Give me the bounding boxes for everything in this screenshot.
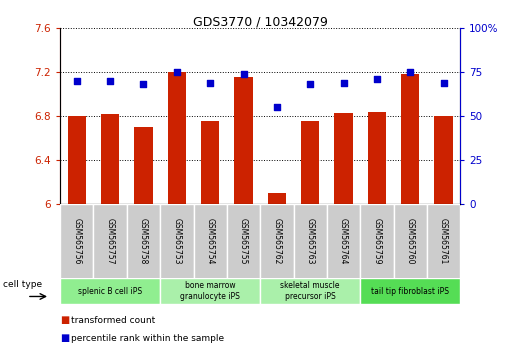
Bar xyxy=(60,204,94,280)
Bar xyxy=(435,116,453,204)
Bar xyxy=(127,204,160,280)
Point xyxy=(339,80,348,85)
Bar xyxy=(301,121,320,204)
Point xyxy=(139,81,147,87)
Bar xyxy=(160,278,260,304)
Text: GSM565759: GSM565759 xyxy=(372,218,381,265)
Point xyxy=(106,78,115,84)
Point xyxy=(306,81,314,87)
Text: GSM565760: GSM565760 xyxy=(406,218,415,265)
Bar xyxy=(227,204,260,280)
Text: transformed count: transformed count xyxy=(71,316,155,325)
Bar xyxy=(360,204,393,280)
Bar xyxy=(368,112,386,204)
Text: splenic B cell iPS: splenic B cell iPS xyxy=(78,287,142,296)
Bar xyxy=(234,76,253,204)
Text: GSM565761: GSM565761 xyxy=(439,218,448,265)
Point xyxy=(73,78,81,84)
Text: GDS3770 / 10342079: GDS3770 / 10342079 xyxy=(193,16,327,29)
Text: percentile rank within the sample: percentile rank within the sample xyxy=(71,333,224,343)
Bar xyxy=(293,204,327,280)
Text: skeletal muscle
precursor iPS: skeletal muscle precursor iPS xyxy=(280,281,340,301)
Point xyxy=(240,71,248,77)
Text: GSM565764: GSM565764 xyxy=(339,218,348,265)
Bar xyxy=(67,116,86,204)
Point xyxy=(439,80,448,85)
Bar xyxy=(201,121,219,204)
Bar xyxy=(427,204,460,280)
Bar xyxy=(94,204,127,280)
Text: GSM565762: GSM565762 xyxy=(272,218,281,265)
Bar xyxy=(134,127,153,204)
Bar xyxy=(168,72,186,204)
Text: GSM565763: GSM565763 xyxy=(306,218,315,265)
Bar xyxy=(160,204,194,280)
Text: ■: ■ xyxy=(60,315,70,325)
Bar xyxy=(260,278,360,304)
Bar xyxy=(327,204,360,280)
Bar xyxy=(394,204,427,280)
Text: GSM565756: GSM565756 xyxy=(72,218,81,265)
Point xyxy=(272,104,281,110)
Text: GSM565755: GSM565755 xyxy=(239,218,248,265)
Point xyxy=(406,69,414,75)
Bar xyxy=(194,204,227,280)
Bar xyxy=(60,278,160,304)
Bar xyxy=(260,204,293,280)
Text: ■: ■ xyxy=(60,333,70,343)
Point xyxy=(373,76,381,82)
Bar xyxy=(360,278,460,304)
Bar xyxy=(101,114,119,204)
Text: GSM565758: GSM565758 xyxy=(139,218,148,265)
Bar xyxy=(334,113,353,204)
Text: GSM565754: GSM565754 xyxy=(206,218,214,265)
Bar xyxy=(401,74,419,204)
Text: tail tip fibroblast iPS: tail tip fibroblast iPS xyxy=(371,287,449,296)
Text: cell type: cell type xyxy=(3,280,42,289)
Point xyxy=(173,69,181,75)
Text: GSM565753: GSM565753 xyxy=(173,218,181,265)
Bar xyxy=(268,193,286,204)
Text: bone marrow
granulocyte iPS: bone marrow granulocyte iPS xyxy=(180,281,240,301)
Point xyxy=(206,80,214,85)
Text: GSM565757: GSM565757 xyxy=(106,218,115,265)
